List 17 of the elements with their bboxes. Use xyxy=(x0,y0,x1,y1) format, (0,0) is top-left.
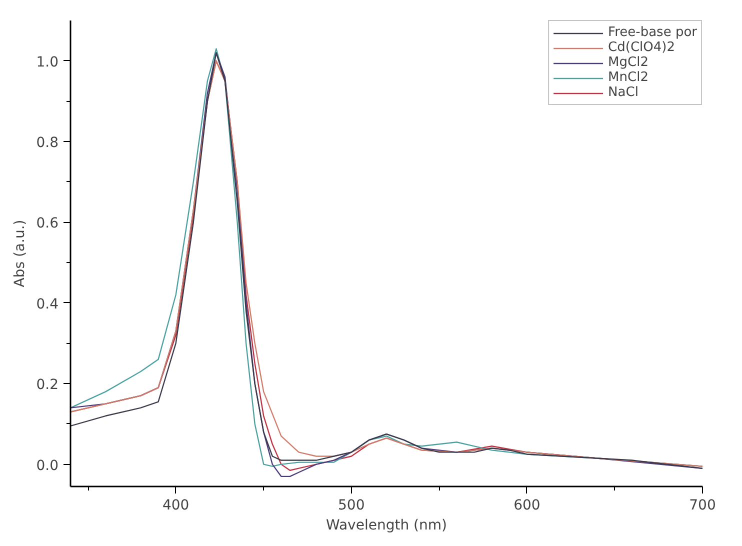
x-tick-label: 400 xyxy=(162,498,190,514)
y-tick-label: 0.6 xyxy=(36,216,59,232)
legend-label: Cd(ClO4)2 xyxy=(608,40,675,55)
legend-label: MnCl2 xyxy=(608,70,648,85)
x-axis-title: Wavelength (nm) xyxy=(326,518,447,534)
y-tick-label: 0.4 xyxy=(36,296,59,312)
y-tick-label: 0.8 xyxy=(36,135,58,152)
y-tick-label: 1.0 xyxy=(36,54,58,70)
y-tick-label: 0.2 xyxy=(36,377,58,394)
y-tick-label: 0.0 xyxy=(36,458,58,474)
x-tick-label: 600 xyxy=(514,498,540,514)
legend-label: MgCl2 xyxy=(608,55,648,70)
y-axis-title: Abs (a.u.) xyxy=(12,220,28,288)
legend-label: Free-base por xyxy=(608,25,697,40)
legend-label: NaCl xyxy=(608,85,638,100)
x-tick-label: 700 xyxy=(689,498,716,514)
x-tick-label: 500 xyxy=(338,498,365,514)
